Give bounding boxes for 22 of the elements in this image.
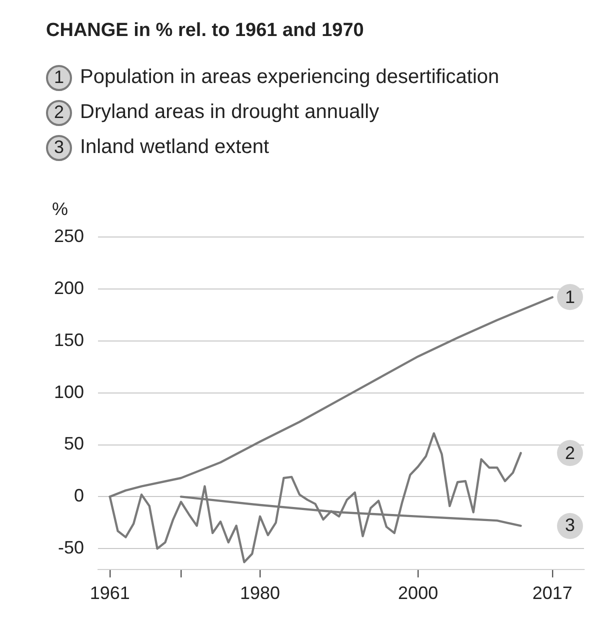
legend-label: Dryland areas in drought annually	[80, 101, 380, 124]
y-tick-label: 150	[54, 330, 84, 350]
annotation: 3	[557, 512, 583, 539]
y-tick-label: 50	[64, 434, 84, 454]
text: 1	[54, 67, 64, 87]
annotation: 1	[557, 284, 583, 310]
x-tick-label: 1961	[90, 583, 130, 604]
x-tick-label: 1980	[240, 583, 280, 604]
legend-label: Inland wetland extent	[80, 136, 270, 159]
x-tick-label: 2017	[532, 583, 572, 604]
text: 2	[54, 102, 64, 122]
y-tick-label: 200	[54, 278, 84, 298]
text: 3	[54, 137, 64, 157]
y-tick-label: 250	[54, 226, 84, 246]
y-tick-label: 100	[54, 382, 84, 402]
y-tick-label: -50	[58, 538, 84, 558]
legend-label: Population in areas experiencing desertification	[80, 66, 500, 89]
annotation: 2	[557, 440, 583, 466]
chart-title: CHANGE in % rel. to 1961 and 1970	[46, 20, 364, 42]
y-tick-label: 0	[74, 486, 84, 506]
y-axis-title: %	[52, 198, 68, 219]
x-tick-label: 2000	[398, 583, 438, 604]
